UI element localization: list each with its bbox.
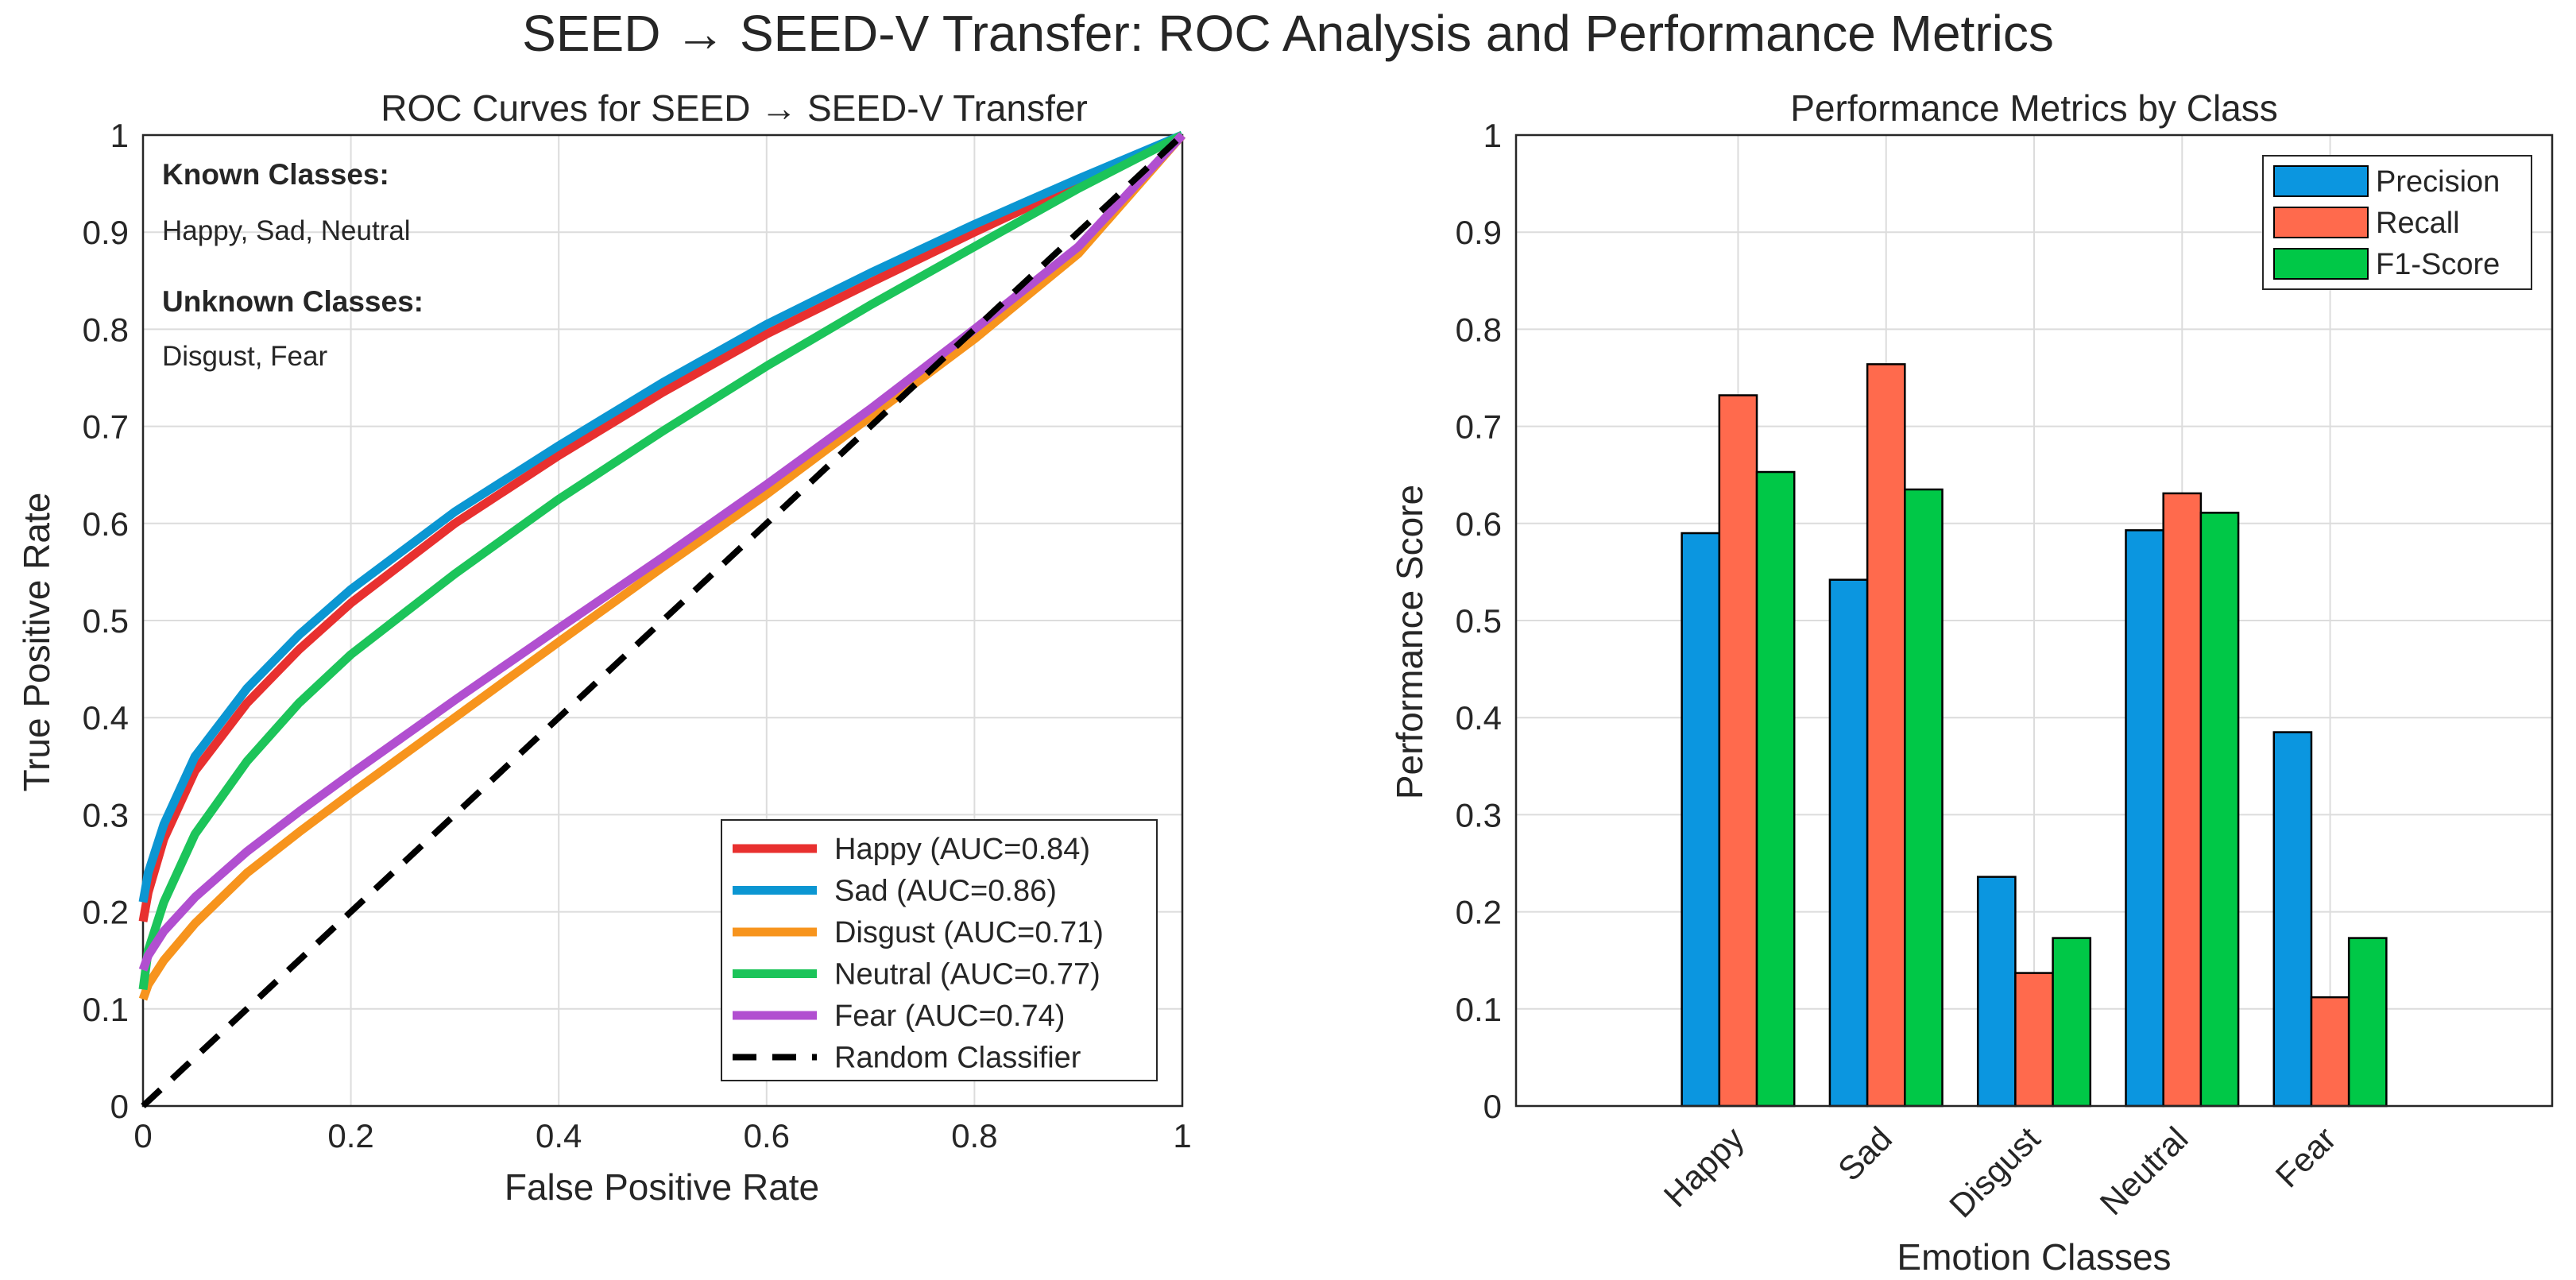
bar-y-tick-label: 0.8	[1456, 311, 1502, 348]
roc-legend-label: Sad (AUC=0.86)	[834, 875, 1057, 908]
bar-y-tick-label: 0.9	[1456, 214, 1502, 251]
bar-category-label: Neutral	[2093, 1120, 2195, 1222]
roc-y-tick-label: 1	[110, 117, 129, 154]
roc-y-tick-label: 0.5	[83, 602, 129, 640]
bar-category-label: Sad	[1831, 1120, 1899, 1188]
bar-precision-neutral	[2125, 529, 2164, 1108]
roc-series-line-happy-auc-0-84	[138, 131, 1185, 922]
known-classes-heading: Known Classes:	[162, 158, 389, 191]
bar-f1-score-fear	[2347, 937, 2388, 1108]
roc-y-tick-label: 0.7	[83, 408, 129, 446]
roc-legend-box	[721, 819, 1158, 1081]
bar-f1-score-neutral	[2199, 512, 2240, 1108]
roc-y-tick-label: 0.3	[83, 796, 129, 833]
bar-axes-box	[1514, 133, 2554, 1108]
roc-legend-label: Random Classifier	[834, 1042, 1081, 1075]
bar-y-tick-label: 0.5	[1456, 602, 1502, 640]
bar-legend-label: Precision	[2376, 165, 2500, 199]
roc-x-tick-label: 0.6	[744, 1117, 790, 1154]
bar-legend-label: Recall	[2376, 207, 2460, 240]
bar-category-label: Fear	[2269, 1120, 2343, 1194]
bar-category-label: Happy	[1657, 1120, 1751, 1214]
bar-f1-score-happy	[1755, 470, 1796, 1108]
roc-x-tick-label: 1	[1173, 1117, 1191, 1154]
roc-chart-title: ROC Curves for SEED → SEED-V Transfer	[381, 87, 1088, 129]
unknown-classes-heading: Unknown Classes:	[162, 285, 424, 318]
roc-x-tick-label: 0.4	[536, 1117, 582, 1154]
roc-y-tick-label: 0.9	[83, 214, 129, 251]
roc-series-line-neutral-auc-0-77	[138, 131, 1185, 991]
bar-y-tick-label: 0.6	[1456, 505, 1502, 543]
bar-category-label: Disgust	[1942, 1120, 2047, 1224]
bar-legend-swatch-recall	[2273, 207, 2369, 238]
bar-y-tick-label: 1	[1483, 117, 1502, 154]
bar-recall-happy	[1718, 394, 1758, 1108]
roc-y-tick-label: 0.2	[83, 894, 129, 931]
bar-recall-neutral	[2162, 492, 2203, 1108]
roc-y-tick-label: 0.8	[83, 311, 129, 348]
bar-precision-sad	[1828, 578, 1869, 1108]
bar-y-tick-label: 0.7	[1456, 408, 1502, 446]
bar-precision-fear	[2272, 731, 2313, 1108]
unknown-classes-list: Disgust, Fear	[162, 341, 327, 372]
bar-y-tick-label: 0.4	[1456, 699, 1502, 737]
bar-f1-score-sad	[1904, 488, 1944, 1108]
roc-legend-label: Disgust (AUC=0.71)	[834, 916, 1104, 949]
roc-y-tick-label: 0.1	[83, 991, 129, 1028]
roc-legend-label: Fear (AUC=0.74)	[834, 1000, 1065, 1033]
bar-x-axis-label: Emotion Classes	[1897, 1236, 2171, 1278]
bar-legend-label: F1-Score	[2376, 248, 2500, 281]
bar-f1-score-disgust	[2052, 937, 2092, 1108]
roc-y-tick-label: 0.4	[83, 699, 129, 737]
roc-series-line-sad-auc-0-86	[138, 130, 1185, 903]
roc-chart: 0 0.2 0.4 0.6 0.8 1 0 0.1 0.2 0.3 0.4 0.5 0.6 0.7 0.8 0…	[16, 87, 1192, 1208]
bar-legend: Precision Recall F1-Score	[2262, 155, 2532, 290]
roc-legend-label: Happy (AUC=0.84)	[834, 833, 1090, 866]
bar-recall-disgust	[2014, 972, 2054, 1108]
bar-y-tick-label: 0	[1483, 1088, 1502, 1125]
known-classes-list: Happy, Sad, Neutral	[162, 215, 411, 246]
bar-recall-fear	[2310, 996, 2350, 1108]
bar-y-tick-label: 0.3	[1456, 796, 1502, 833]
roc-x-axis-label: False Positive Rate	[505, 1166, 819, 1208]
bar-y-tick-label: 0.1	[1456, 991, 1502, 1028]
bar-y-axis-label: Performance Score	[1389, 485, 1430, 799]
roc-y-tick-label: 0	[110, 1088, 129, 1125]
roc-legend-label: Neutral (AUC=0.77)	[834, 958, 1100, 992]
roc-axes-box	[141, 133, 1184, 1108]
roc-y-tick-label: 0.6	[83, 505, 129, 543]
bar-chart-title: Performance Metrics by Class	[1790, 87, 2278, 129]
performance-bar-chart: 0 0.1 0.2 0.3 0.4 0.5 0.6 0.7 0.8 0.9 1 Happy Sad Dis…	[1389, 87, 2554, 1278]
bar-precision-disgust	[1976, 876, 2017, 1108]
roc-x-tick-label: 0	[133, 1117, 152, 1154]
bar-precision-happy	[1681, 532, 1721, 1108]
roc-legend: Happy (AUC=0.84) Sad (AUC=0.86) Disgust (A…	[721, 819, 1158, 1081]
roc-x-tick-label: 0.8	[951, 1117, 997, 1154]
bar-legend-swatch-precision	[2273, 165, 2369, 197]
roc-series-line-fear-auc-0-74	[138, 132, 1186, 972]
bar-legend-swatch-f1-score	[2273, 248, 2369, 280]
roc-y-axis-label: True Positive Rate	[16, 493, 57, 792]
roc-x-tick-label: 0.2	[327, 1117, 373, 1154]
bar-recall-sad	[1866, 363, 1906, 1108]
bar-y-tick-label: 0.2	[1456, 894, 1502, 931]
figure-title: SEED → SEED-V Transfer: ROC Analysis and…	[522, 5, 2054, 62]
